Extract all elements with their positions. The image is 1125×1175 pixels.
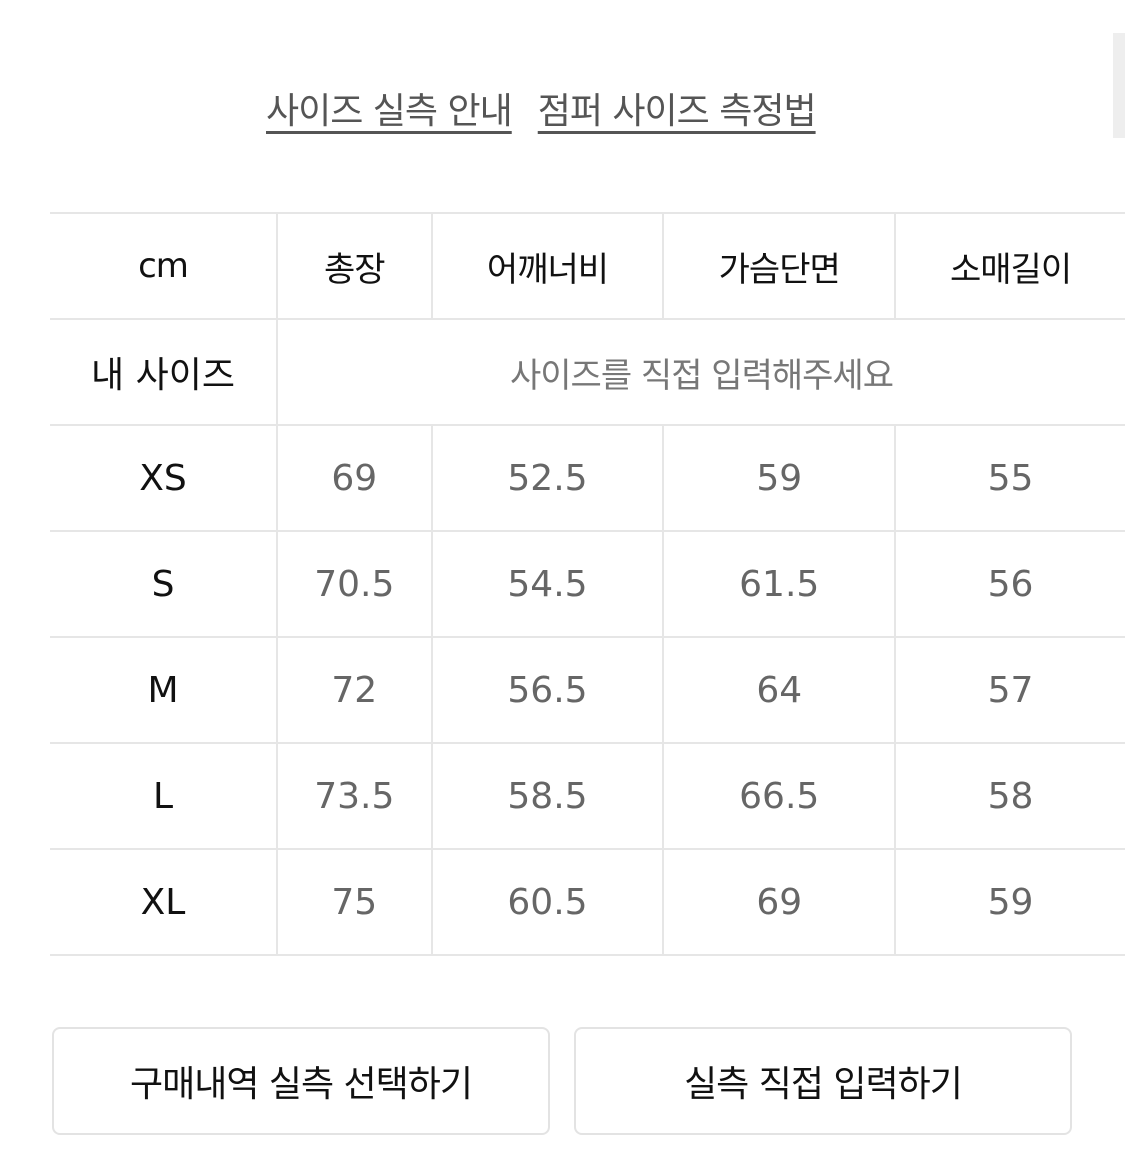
manual-input-button[interactable]: 실측 직접 입력하기 bbox=[574, 1027, 1072, 1135]
measurement-cell: 60.5 bbox=[430, 848, 664, 956]
size-row: L 73.5 58.5 66.5 58 bbox=[50, 742, 1125, 850]
jumper-measurement-method-link[interactable]: 점퍼 사이즈 측정법 bbox=[537, 91, 817, 132]
measurement-cell: 56 bbox=[894, 530, 1125, 638]
my-size-input-prompt[interactable]: 사이즈를 직접 입력해주세요 bbox=[276, 318, 1125, 426]
size-measurement-guide-link[interactable]: 사이즈 실측 안내 bbox=[266, 91, 513, 132]
measurement-cell: 52.5 bbox=[430, 424, 664, 532]
header-shoulder-width: 어깨너비 bbox=[430, 212, 664, 320]
measurement-cell: 59 bbox=[662, 424, 896, 532]
size-row: M 72 56.5 64 57 bbox=[50, 636, 1125, 744]
measurement-cell: 70.5 bbox=[276, 530, 432, 638]
size-label: M bbox=[50, 636, 277, 744]
measurement-cell: 75 bbox=[276, 848, 432, 956]
header-total-length: 총장 bbox=[276, 212, 432, 320]
measurement-cell: 61.5 bbox=[662, 530, 896, 638]
measurement-cell: 55 bbox=[894, 424, 1125, 532]
measurement-cell: 69 bbox=[276, 424, 432, 532]
measurement-cell: 72 bbox=[276, 636, 432, 744]
size-label: XL bbox=[50, 848, 277, 956]
scrollbar[interactable] bbox=[1113, 33, 1125, 138]
size-row: XL 75 60.5 69 59 bbox=[50, 848, 1125, 956]
my-size-row[interactable]: 내 사이즈 사이즈를 직접 입력해주세요 bbox=[50, 318, 1125, 426]
size-label: L bbox=[50, 742, 277, 850]
measurement-cell: 58 bbox=[894, 742, 1125, 850]
header-chest-width: 가슴단면 bbox=[662, 212, 896, 320]
size-row: S 70.5 54.5 61.5 56 bbox=[50, 530, 1125, 638]
my-size-label: 내 사이즈 bbox=[50, 318, 277, 426]
measurement-cell: 54.5 bbox=[430, 530, 664, 638]
measurement-cell: 59 bbox=[894, 848, 1125, 956]
size-label: S bbox=[50, 530, 277, 638]
measurement-cell: 73.5 bbox=[276, 742, 432, 850]
measurement-cell: 69 bbox=[662, 848, 896, 956]
size-row: XS 69 52.5 59 55 bbox=[50, 424, 1125, 532]
size-guide-links: 사이즈 실측 안내 점퍼 사이즈 측정법 bbox=[266, 82, 817, 134]
measurement-cell: 56.5 bbox=[430, 636, 664, 744]
header-row: cm 총장 어깨너비 가슴단면 소매길이 bbox=[50, 212, 1125, 320]
size-table: cm 총장 어깨너비 가슴단면 소매길이 내 사이즈 사이즈를 직접 입력해주세… bbox=[50, 212, 1125, 956]
measurement-cell: 64 bbox=[662, 636, 896, 744]
header-unit: cm bbox=[50, 212, 277, 320]
select-from-purchase-history-button[interactable]: 구매내역 실측 선택하기 bbox=[52, 1027, 550, 1135]
measurement-cell: 66.5 bbox=[662, 742, 896, 850]
size-label: XS bbox=[50, 424, 277, 532]
measurement-cell: 58.5 bbox=[430, 742, 664, 850]
header-sleeve-length: 소매길이 bbox=[894, 212, 1125, 320]
measurement-cell: 57 bbox=[894, 636, 1125, 744]
